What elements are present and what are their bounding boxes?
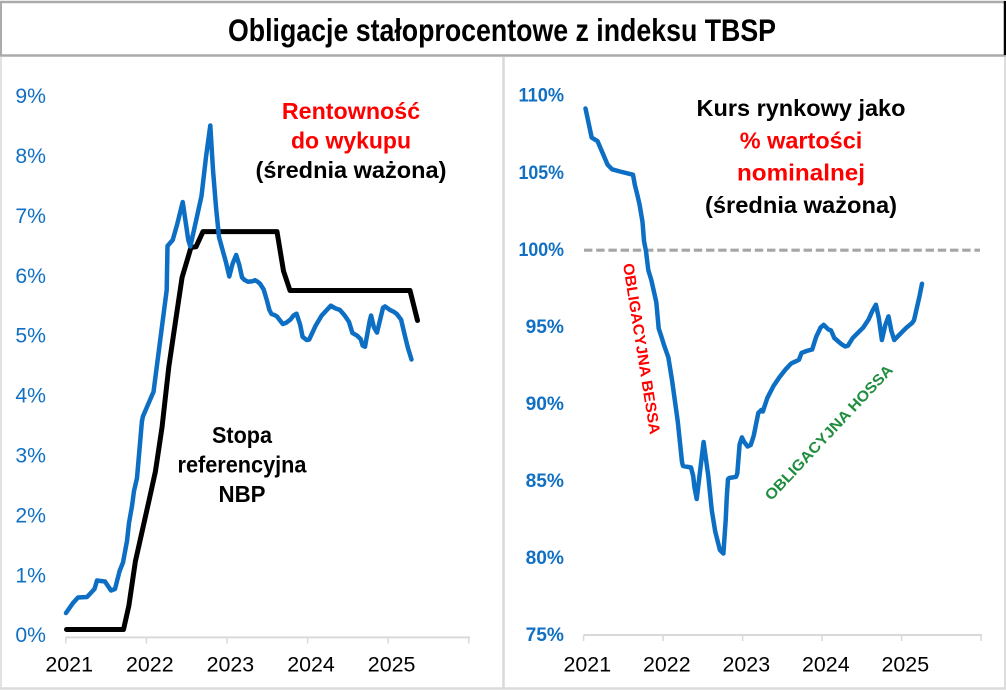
svg-text:3%: 3%: [15, 445, 46, 468]
svg-text:Rentowność: Rentowność: [282, 98, 421, 124]
svg-text:75%: 75%: [526, 625, 564, 646]
svg-text:100%: 100%: [519, 240, 565, 261]
svg-text:5%: 5%: [15, 325, 46, 348]
svg-text:(średnia ważona): (średnia ważona): [256, 157, 447, 183]
svg-text:2024: 2024: [802, 653, 850, 677]
svg-text:Stopa: Stopa: [212, 422, 272, 448]
svg-text:2022: 2022: [126, 653, 174, 677]
svg-text:0%: 0%: [15, 624, 46, 647]
svg-text:Obligacje stałoprocentowe z in: Obligacje stałoprocentowe z indeksu TBSP: [228, 12, 776, 48]
svg-text:1%: 1%: [15, 564, 46, 587]
svg-text:6%: 6%: [15, 265, 46, 288]
svg-text:110%: 110%: [519, 86, 565, 107]
svg-text:2021: 2021: [564, 653, 612, 677]
svg-text:95%: 95%: [526, 317, 564, 338]
svg-text:2023: 2023: [723, 653, 771, 677]
svg-text:referencyjna: referencyjna: [178, 452, 307, 478]
svg-text:2025: 2025: [368, 653, 416, 677]
svg-text:2021: 2021: [45, 653, 93, 677]
svg-text:2024: 2024: [287, 653, 335, 677]
svg-text:Kurs rynkowy jako: Kurs rynkowy jako: [697, 95, 906, 121]
svg-text:8%: 8%: [15, 145, 46, 168]
svg-text:4%: 4%: [15, 385, 46, 408]
svg-text:(średnia ważona): (średnia ważona): [705, 192, 897, 218]
svg-text:2022: 2022: [643, 653, 691, 677]
svg-text:85%: 85%: [526, 471, 564, 492]
svg-text:% wartości: % wartości: [740, 127, 863, 153]
svg-text:90%: 90%: [526, 394, 564, 415]
svg-text:105%: 105%: [519, 163, 565, 184]
svg-text:2023: 2023: [207, 653, 255, 677]
svg-text:7%: 7%: [15, 205, 46, 228]
svg-text:nominalnej: nominalnej: [737, 160, 865, 186]
svg-text:do wykupu: do wykupu: [291, 128, 411, 154]
svg-text:2%: 2%: [15, 504, 46, 527]
svg-text:80%: 80%: [526, 548, 564, 569]
svg-text:2025: 2025: [882, 653, 930, 677]
svg-text:NBP: NBP: [219, 481, 266, 507]
svg-text:9%: 9%: [15, 85, 46, 108]
